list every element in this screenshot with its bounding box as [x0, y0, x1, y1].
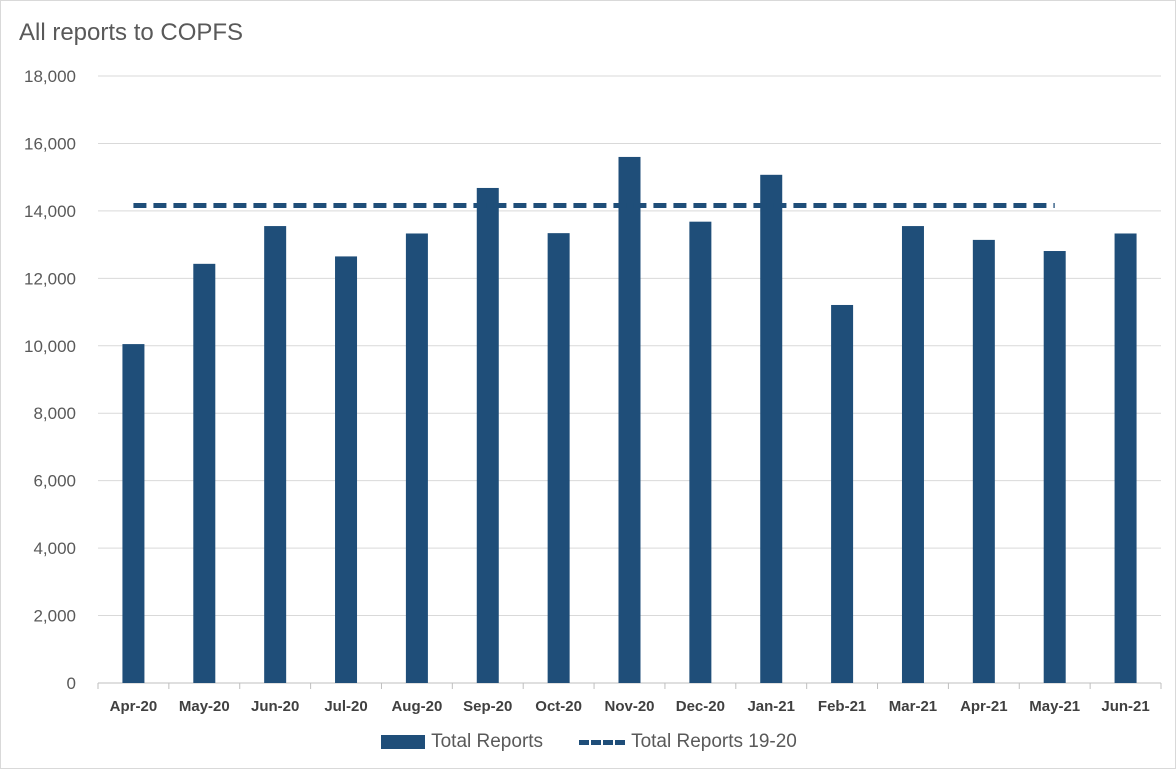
y-tick-label: 10,000	[24, 337, 76, 356]
x-tick-label: Sep-20	[463, 698, 512, 715]
legend-swatch-dashed-line	[579, 739, 626, 745]
x-tick-label: Apr-20	[110, 698, 158, 715]
y-tick-label: 2,000	[33, 607, 76, 626]
x-tick-label: May-21	[1029, 698, 1080, 715]
y-tick-label: 8,000	[33, 404, 76, 423]
x-tick-label: May-20	[179, 698, 230, 715]
legend-item-total-reports: Total Reports	[381, 731, 543, 753]
y-tick-label: 16,000	[24, 134, 76, 153]
legend-label-total-reports: Total Reports	[431, 731, 544, 752]
bar	[547, 233, 570, 683]
legend: Total Reports Total Reports 19-20	[1, 731, 1176, 753]
bar	[901, 226, 924, 683]
y-tick-label: 18,000	[24, 67, 76, 86]
x-tick-label: Jun-21	[1101, 698, 1149, 715]
y-tick-label: 14,000	[24, 202, 76, 221]
bar	[689, 221, 712, 683]
x-tick-label: Nov-20	[604, 698, 654, 715]
x-tick-label: Oct-20	[535, 698, 582, 715]
x-tick-label: Dec-20	[676, 698, 725, 715]
bar	[122, 344, 145, 683]
chart-title: All reports to COPFS	[19, 19, 244, 46]
x-tick-label: Jun-20	[251, 698, 299, 715]
x-tick-label: Mar-21	[889, 698, 937, 715]
bar	[618, 156, 641, 683]
bar	[831, 304, 854, 683]
bar	[760, 174, 783, 684]
bar-chart: 0 2,000 4,000 6,000 8,000 10,000 12,000 14,000 1…	[24, 67, 1162, 715]
bar	[264, 226, 287, 683]
legend-label-total-reports-19-20: Total Reports 19-20	[631, 731, 797, 752]
bar	[1114, 233, 1137, 683]
bar	[476, 187, 499, 684]
bar	[193, 263, 216, 683]
bar	[335, 256, 358, 683]
y-tick-label: 12,000	[24, 269, 76, 288]
y-tick-label: 4,000	[33, 539, 76, 558]
legend-item-total-reports-19-20: Total Reports 19-20	[579, 731, 797, 753]
legend-swatch-bar	[381, 735, 426, 749]
x-tick-label: Apr-21	[960, 698, 1008, 715]
bar	[972, 239, 995, 683]
x-tick-label: Feb-21	[818, 698, 866, 715]
x-tick-label: Aug-20	[391, 698, 442, 715]
bar	[1043, 251, 1066, 684]
x-tick-label: Jul-20	[324, 698, 367, 715]
y-tick-label: 0	[67, 674, 76, 693]
y-tick-label: 6,000	[33, 472, 76, 491]
bar	[405, 233, 428, 683]
x-tick-label: Jan-21	[747, 698, 795, 715]
